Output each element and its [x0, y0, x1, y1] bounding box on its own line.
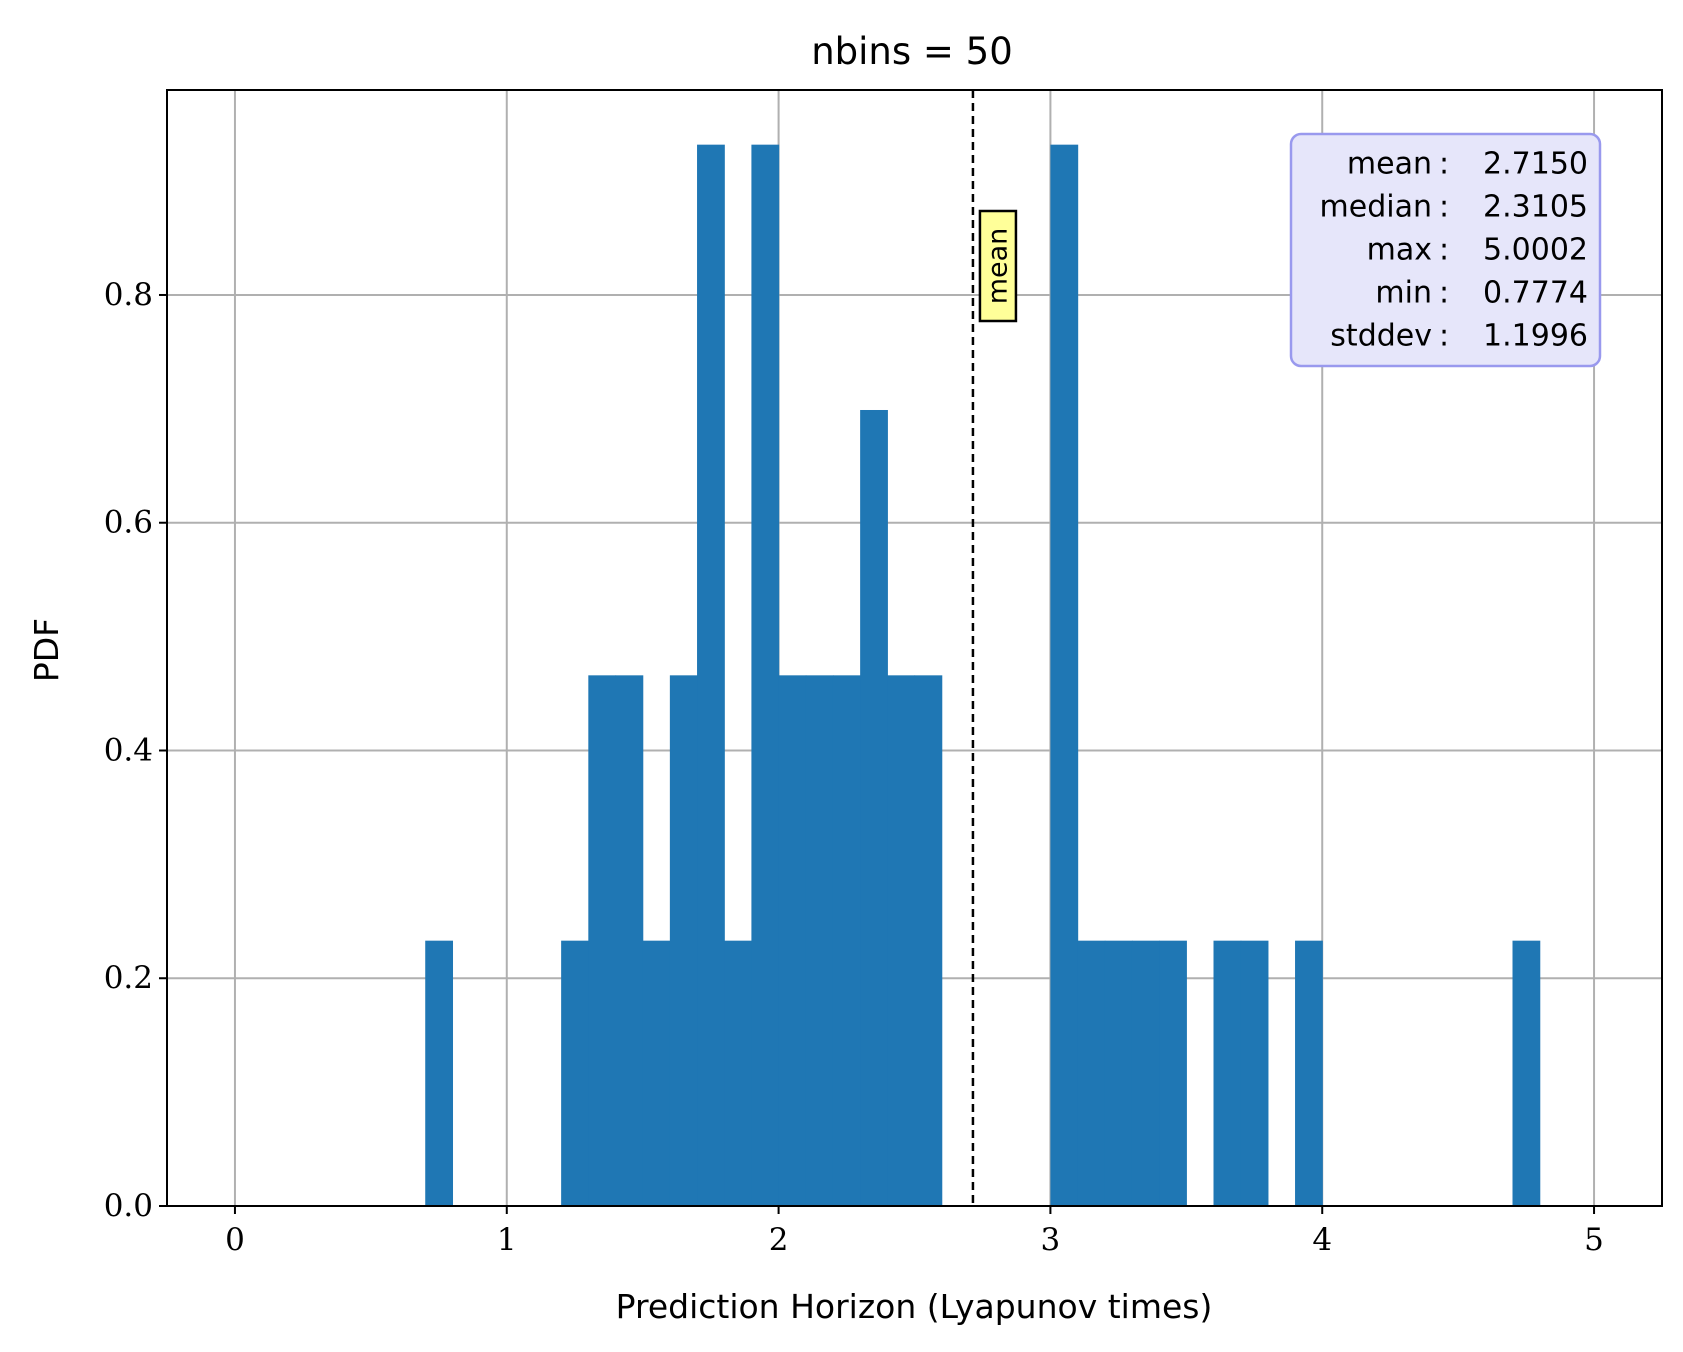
x-tick-label: 2	[769, 1222, 789, 1258]
mean-marker: mean	[971, 90, 1018, 1206]
x-tick-label: 5	[1584, 1222, 1604, 1258]
x-axis-label: Prediction Horizon (Lyapunov times)	[616, 1287, 1213, 1326]
histogram-bar	[1077, 940, 1106, 1206]
histogram-bar	[615, 675, 644, 1206]
stats-colon: :	[1439, 190, 1449, 225]
stats-value-max: 5.0002	[1483, 233, 1588, 268]
histogram-bar	[669, 675, 698, 1206]
x-tick-label: 3	[1041, 1222, 1061, 1258]
stats-colon: :	[1439, 147, 1449, 182]
stats-label-median: median	[1320, 190, 1432, 225]
histogram-bar	[642, 940, 671, 1206]
histogram-bar	[425, 940, 454, 1206]
stats-colon: :	[1439, 319, 1449, 354]
stats-value-mean: 2.7150	[1483, 147, 1588, 182]
stats-value-median: 2.3105	[1483, 190, 1588, 225]
stats-label-min: min	[1375, 276, 1432, 311]
histogram-bar	[778, 675, 807, 1206]
stats-colon: :	[1439, 276, 1449, 311]
histogram-bar	[860, 409, 888, 1206]
histogram-bar	[561, 940, 589, 1206]
stats-value-stddev: 1.1996	[1483, 319, 1588, 354]
histogram-bar	[1213, 940, 1242, 1206]
histogram-bar	[724, 940, 753, 1206]
y-axis-label: PDF	[27, 618, 66, 682]
mean-label-box	[978, 209, 1018, 323]
axis-ticks: 0 1 2 3 4 5 0.0 0.2 0.4 0.6 0.8	[104, 277, 1604, 1258]
mean-label: mean	[982, 228, 1013, 305]
histogram-bar	[1295, 940, 1323, 1206]
histogram-bar	[887, 675, 916, 1206]
histogram-bar	[1131, 940, 1160, 1206]
y-tick-label: 0.6	[104, 505, 153, 541]
x-tick-label: 1	[497, 1222, 517, 1258]
histogram-bar	[1512, 940, 1541, 1206]
histogram-bar	[1104, 940, 1133, 1206]
histogram-bar	[751, 144, 780, 1206]
y-tick-label: 0.2	[104, 960, 153, 996]
stats-colon: :	[1439, 233, 1449, 268]
y-tick-label: 0.8	[104, 277, 153, 313]
y-tick-label: 0.0	[104, 1188, 153, 1224]
x-tick-label: 4	[1312, 1222, 1332, 1258]
histogram-bar	[832, 675, 861, 1206]
plot-frame	[166, 89, 1663, 1207]
histogram-bar	[588, 675, 617, 1206]
stats-value-min: 0.7774	[1483, 276, 1588, 311]
histogram-bar	[697, 144, 725, 1206]
histogram-bars	[425, 144, 1541, 1206]
stats-label-mean: mean	[1347, 147, 1432, 182]
stats-label-stddev: stddev	[1330, 319, 1432, 354]
chart-title: nbins = 50	[811, 30, 1013, 73]
histogram-bar	[1240, 940, 1269, 1206]
histogram-bar	[1050, 144, 1079, 1206]
y-tick-label: 0.4	[104, 732, 153, 768]
histogram-bar	[805, 675, 834, 1206]
histogram-bar	[1159, 940, 1187, 1206]
stats-box: mean:2.7150median:2.3105max:5.0002min:0.…	[1289, 132, 1602, 368]
stats-label-max: max	[1367, 233, 1432, 268]
histogram-bar	[914, 675, 943, 1206]
x-tick-label: 0	[225, 1222, 245, 1258]
stats-box-background	[1289, 132, 1602, 368]
